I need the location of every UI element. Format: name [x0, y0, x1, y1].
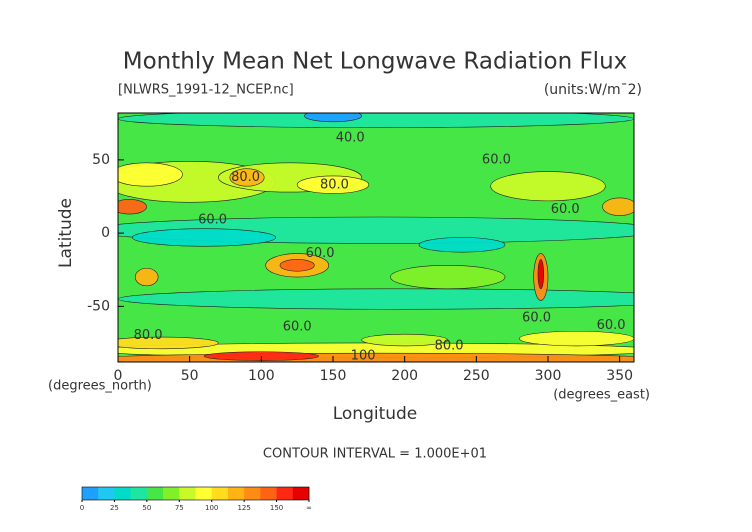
colorbar-label: 50	[142, 504, 151, 512]
field-region	[602, 197, 634, 216]
y-tick-label: 50	[92, 152, 110, 168]
contour-label: 80.0	[320, 177, 349, 192]
x-tick-label: 150	[320, 368, 347, 384]
x-tick-label: 100	[248, 368, 275, 384]
x-tick-label: 0	[114, 368, 123, 384]
y-tick-label: -50	[87, 298, 110, 314]
subtitle: [NLWRS_1991-12_NCEP.nc]	[118, 83, 294, 98]
x-units: (degrees_east)	[553, 388, 650, 403]
field-region	[304, 113, 362, 123]
field-region	[118, 162, 183, 187]
colorbar-segment	[130, 487, 148, 500]
contour-label: 100	[351, 349, 376, 364]
field-region	[118, 113, 634, 128]
field-region	[118, 288, 634, 310]
colorbar-segment	[260, 487, 277, 500]
field-region	[361, 333, 448, 347]
colorbar-label: 125	[237, 504, 250, 512]
field-region	[537, 259, 545, 290]
contour-label: 60.0	[198, 212, 227, 227]
chart-title: Monthly Mean Net Longwave Radiation Flux	[123, 49, 628, 75]
contour-label: 40.0	[336, 130, 365, 145]
colorbar-segment	[244, 487, 261, 500]
colorbar-label: 0	[80, 504, 84, 512]
field-region	[519, 330, 634, 347]
colorbar-frame	[81, 486, 310, 501]
colorbar-segment	[163, 487, 180, 500]
colorbar-segment	[114, 487, 131, 500]
contour-field	[118, 113, 634, 362]
colorbar-label: ∞	[306, 504, 312, 512]
colorbar-segment	[292, 487, 310, 500]
x-tick-label: 300	[535, 368, 562, 384]
contour-label: 80.0	[435, 338, 464, 353]
y-axis-title: Latitude	[56, 198, 76, 268]
colorbar-label: 100	[205, 504, 218, 512]
field-region	[132, 228, 276, 247]
contour-label: 60.0	[283, 319, 312, 334]
colorbar-segment	[227, 487, 245, 500]
field-region	[432, 113, 464, 114]
x-tick-label: 250	[463, 368, 490, 384]
field-region	[296, 175, 370, 194]
contour-label: 60.0	[597, 318, 626, 333]
field-region	[118, 336, 219, 350]
x-tick-label: 350	[606, 368, 633, 384]
contour-label: 60.0	[522, 311, 551, 326]
x-tick-label: 200	[391, 368, 418, 384]
colorbar-label: 150	[270, 504, 283, 512]
field-region	[229, 168, 265, 187]
colorbar-segment	[195, 487, 213, 500]
field-region	[118, 352, 634, 362]
colorbar-segment	[98, 487, 115, 500]
contour-label: 80.0	[231, 170, 260, 185]
y-units: (degrees_north)	[48, 379, 152, 394]
colorbar-segment	[146, 487, 164, 500]
x-tick-label: 50	[181, 368, 199, 384]
field-region	[390, 265, 506, 290]
field-region	[279, 259, 315, 272]
colorbar-segment	[82, 487, 99, 500]
field-region	[134, 267, 159, 287]
field-region	[418, 237, 506, 253]
colorbar-label: 75	[175, 504, 184, 512]
colorbar-segment	[179, 487, 196, 500]
contour-label: 80.0	[134, 328, 163, 343]
colorbar-label: 25	[110, 504, 119, 512]
field-region	[118, 199, 147, 215]
colorbar-segment	[276, 487, 294, 500]
contour-label: 60.0	[306, 246, 335, 261]
plot-frame	[117, 112, 635, 363]
field-region	[490, 171, 606, 202]
units: (units:W/m¯2)	[544, 82, 642, 98]
contour-label: 60.0	[482, 152, 511, 167]
colorbar-segment	[211, 487, 229, 500]
x-axis-title: Longitude	[333, 404, 418, 424]
contour-interval: CONTOUR INTERVAL = 1.000E+01	[263, 447, 487, 462]
y-tick-label: 0	[101, 225, 110, 241]
contour-label: 60.0	[551, 202, 580, 217]
